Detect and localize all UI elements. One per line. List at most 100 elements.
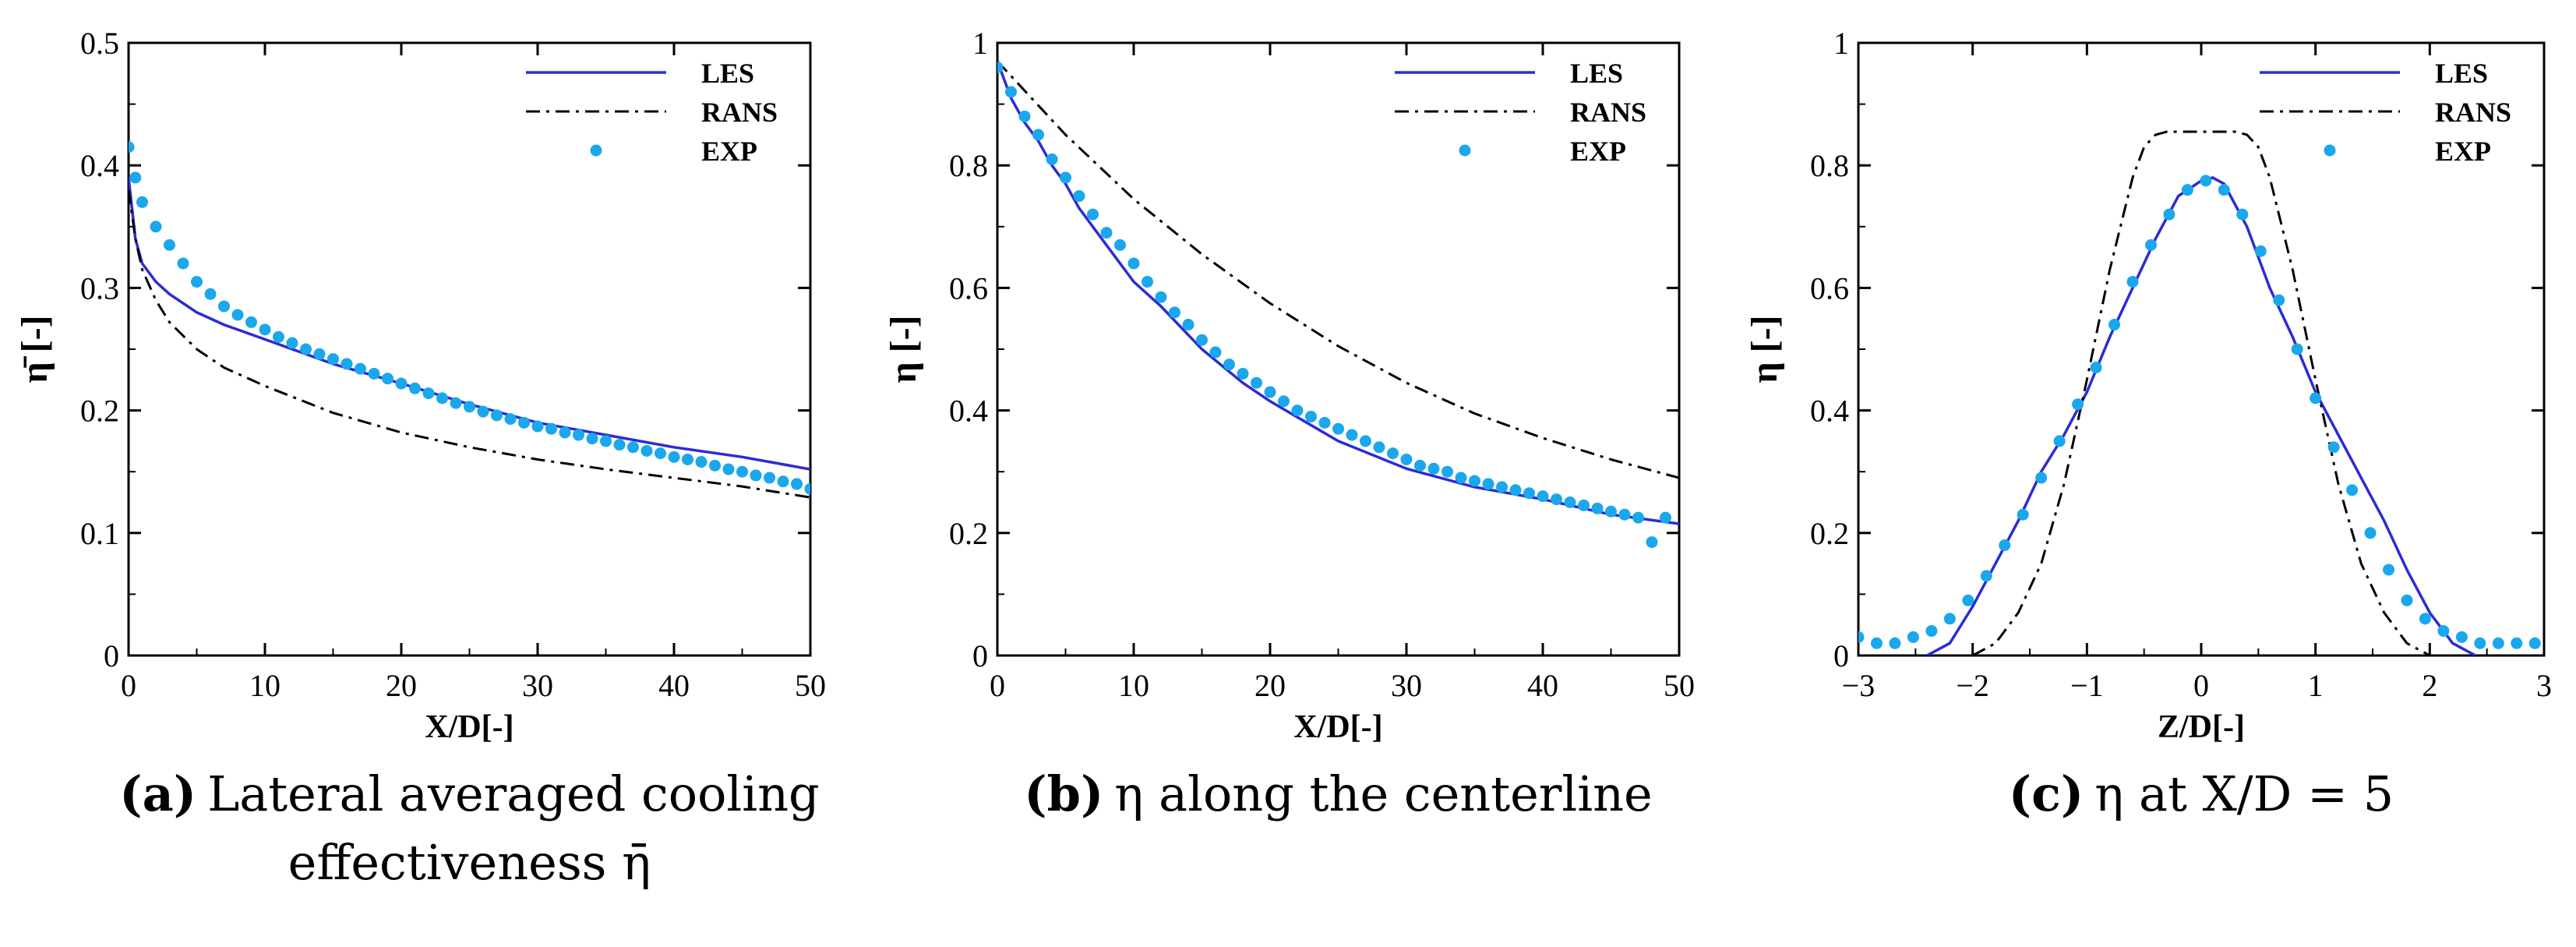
data-point — [2437, 625, 2450, 638]
data-point — [504, 413, 517, 426]
data-point — [1346, 429, 1358, 441]
legend-label-rans: RANS — [1570, 97, 1646, 128]
data-point — [129, 171, 142, 184]
data-point — [2254, 245, 2267, 257]
data-point — [2053, 435, 2066, 447]
data-point — [531, 420, 544, 433]
data-point — [395, 377, 408, 390]
data-point — [177, 257, 189, 270]
series-line-les — [1926, 176, 2476, 655]
data-point — [1169, 306, 1180, 319]
panel-c: −3 −2 −1 0 1 2 3 0 0.2 0.4 0.6 0.8 1 Z/D[-] η [-] LES RA… — [1744, 26, 2552, 822]
data-point — [231, 309, 244, 321]
y-tick-label: 0.4 — [1810, 394, 1849, 429]
data-point — [355, 362, 366, 375]
y-tick-label: 1 — [972, 26, 988, 61]
y-axis-title: η̄ [-] — [14, 315, 55, 383]
data-point — [422, 387, 435, 400]
data-point — [1114, 239, 1126, 251]
data-point — [695, 456, 708, 468]
series-line-rans — [1971, 130, 2431, 655]
data-point — [1073, 190, 1085, 202]
data-point — [2144, 239, 2157, 251]
data-point — [1209, 346, 1222, 359]
panel-a: 0 10 20 30 40 50 0 0.1 0.2 0.3 0.4 0.5 X/D[-] η̄ [-] L… — [14, 26, 826, 891]
y-tick-label: 0 — [104, 638, 119, 673]
data-point — [341, 358, 353, 370]
data-point — [1496, 481, 1508, 493]
data-point — [218, 300, 230, 313]
data-point — [1509, 484, 1522, 496]
data-point — [191, 276, 203, 288]
data-point — [1660, 511, 1671, 524]
x-tick-label: −3 — [1842, 668, 1876, 703]
data-point — [2108, 319, 2121, 331]
data-point — [129, 141, 135, 154]
data-point — [164, 239, 175, 251]
x-tick-label: 2 — [2422, 668, 2437, 703]
data-point — [1046, 153, 1058, 165]
data-point — [1332, 422, 1344, 435]
legend-label-exp: EXP — [1570, 136, 1626, 167]
legend-marker — [590, 144, 602, 157]
data-point — [1196, 334, 1208, 346]
y-tick-label: 0.8 — [949, 148, 988, 183]
data-point — [1925, 625, 1938, 638]
y-axis-title: η [-] — [883, 315, 924, 383]
y-tick-label: 0.4 — [80, 148, 119, 183]
data-point — [518, 416, 530, 429]
data-point — [1087, 208, 1099, 221]
series-line-les — [997, 60, 1679, 525]
y-tick-label: 0.2 — [949, 516, 988, 551]
data-point — [2455, 631, 2468, 643]
data-point — [477, 405, 489, 418]
data-point — [245, 316, 257, 328]
legend-label-exp: EXP — [2435, 136, 2491, 167]
legend-marker — [1459, 144, 1471, 157]
data-point — [559, 426, 571, 439]
data-point — [2492, 637, 2504, 649]
data-point — [2291, 343, 2303, 355]
plot-frame — [1857, 41, 2546, 657]
data-point — [2017, 508, 2029, 521]
y-tick-label: 0.6 — [1810, 270, 1849, 306]
data-point — [436, 392, 448, 405]
legend-label-exp: EXP — [701, 136, 757, 167]
caption-letter: (b) — [1024, 765, 1103, 822]
plot-frame — [127, 41, 812, 657]
data-point — [1100, 227, 1113, 239]
data-point — [777, 475, 789, 488]
x-tick-label: 50 — [795, 668, 826, 703]
panel-b: 0 10 20 30 40 50 0 0.2 0.4 0.6 0.8 1 X/D[-] η [-] LES R… — [883, 26, 1695, 822]
data-point — [2126, 276, 2139, 288]
y-tick-label: 0 — [972, 638, 988, 673]
data-point — [640, 444, 653, 457]
data-point — [1414, 459, 1426, 472]
data-point — [1400, 453, 1413, 465]
x-tick-label: 20 — [1254, 668, 1286, 703]
series-line-rans — [129, 189, 810, 499]
data-point — [2236, 208, 2249, 221]
data-point — [2364, 527, 2377, 539]
x-tick-label: 30 — [522, 668, 553, 703]
data-point — [1591, 502, 1604, 514]
data-point — [450, 397, 462, 409]
data-point — [1018, 110, 1031, 122]
data-point — [1962, 594, 1974, 606]
data-point — [382, 373, 393, 385]
x-tick-label: 40 — [658, 668, 690, 703]
y-tick-label: 0.2 — [1810, 516, 1849, 551]
series-exp — [1858, 175, 2541, 649]
data-point — [736, 465, 748, 478]
data-point — [1155, 291, 1167, 303]
panel-caption: (c) η at X/D = 5 — [2009, 765, 2394, 822]
data-point — [1907, 631, 1919, 643]
data-point — [1632, 511, 1644, 524]
data-point — [655, 447, 666, 460]
x-tick-label: 1 — [2308, 668, 2324, 703]
caption-letter: (c) — [2009, 765, 2084, 822]
data-point — [1537, 490, 1549, 503]
data-point — [1387, 447, 1399, 460]
y-tick-label: 1 — [1833, 26, 1849, 61]
